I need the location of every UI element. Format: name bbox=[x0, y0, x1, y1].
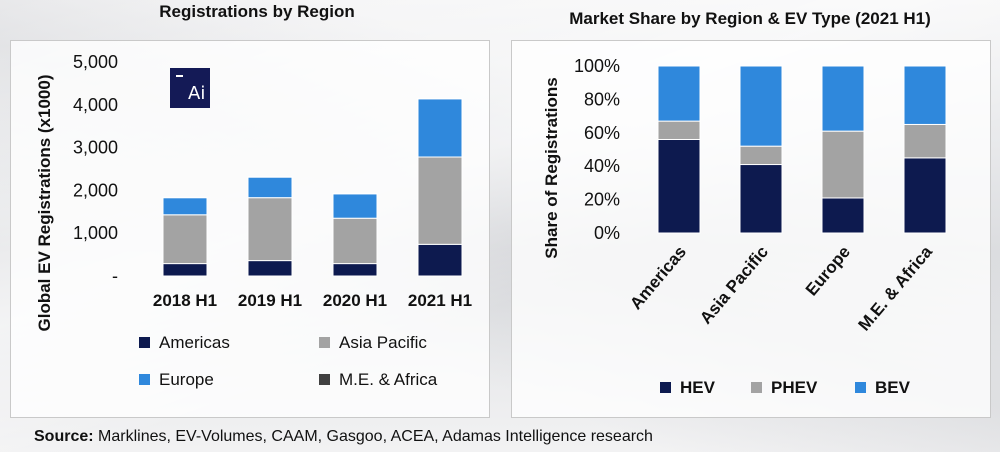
bar-segment-europe bbox=[332, 193, 378, 219]
y-tick-label: 20% bbox=[584, 190, 620, 210]
bar-segment-asia-pacific bbox=[332, 217, 378, 265]
y-tick-label: 3,000 bbox=[73, 138, 118, 158]
y-tick-label: 40% bbox=[584, 156, 620, 176]
y-tick-label: 4,000 bbox=[73, 95, 118, 115]
legend-label: PHEV bbox=[771, 378, 818, 397]
y-tick-label: 1,000 bbox=[73, 223, 118, 243]
legend-label: Europe bbox=[159, 370, 214, 389]
bar-segment-phev bbox=[657, 120, 701, 140]
y-tick-label: 5,000 bbox=[73, 52, 118, 72]
x-tick-label: 2020 H1 bbox=[323, 291, 387, 310]
y-tick-label: 2,000 bbox=[73, 180, 118, 200]
x-tick-label: Europe bbox=[802, 242, 854, 299]
bar-segment-phev bbox=[739, 145, 783, 166]
y-axis-label: Global EV Registrations (x1000) bbox=[35, 75, 54, 332]
legend-swatch bbox=[319, 337, 330, 348]
legend-swatch bbox=[139, 374, 150, 385]
registrations-by-region-chart: Registrations by Region Global EV Regist… bbox=[35, 2, 472, 389]
legend-swatch bbox=[319, 374, 330, 385]
y-tick-label: 60% bbox=[584, 123, 620, 143]
bar-segment-europe bbox=[417, 98, 463, 158]
legend-label: Asia Pacific bbox=[339, 333, 427, 352]
x-tick-label: 2019 H1 bbox=[238, 291, 302, 310]
bar-segment-hev bbox=[739, 164, 783, 234]
bar-segment-phev bbox=[903, 123, 947, 159]
x-tick-label: Asia Pacific bbox=[696, 242, 772, 327]
chart-title: Registrations by Region bbox=[159, 2, 355, 21]
x-tick-label: Americas bbox=[626, 242, 690, 313]
y-axis-label: Share of Registrations bbox=[542, 77, 561, 258]
source-text: Marklines, EV-Volumes, CAAM, Gasgoo, ACE… bbox=[93, 428, 653, 445]
bar-segment-bev bbox=[739, 65, 783, 147]
x-tick-label: 2018 H1 bbox=[153, 291, 217, 310]
legend-label: Americas bbox=[159, 333, 230, 352]
bar-segment-hev bbox=[903, 157, 947, 234]
bar-segment-asia-pacific bbox=[247, 197, 293, 262]
legend-label: HEV bbox=[680, 378, 716, 397]
logo-dash bbox=[176, 75, 183, 77]
y-tick-label: 0% bbox=[594, 223, 620, 243]
bar-segment-bev bbox=[903, 65, 947, 125]
x-tick-label: 2021 H1 bbox=[408, 291, 472, 310]
source-note: Source: Marklines, EV-Volumes, CAAM, Gas… bbox=[34, 428, 653, 446]
y-tick-label: - bbox=[112, 266, 118, 286]
chart-title: Market Share by Region & EV Type (2021 H… bbox=[569, 9, 931, 28]
x-tick-label: M.E. & Africa bbox=[855, 242, 937, 334]
legend-label: M.E. & Africa bbox=[339, 370, 438, 389]
y-tick-label: 80% bbox=[584, 89, 620, 109]
bar-segment-bev bbox=[657, 65, 701, 122]
bar-segment-hev bbox=[657, 138, 701, 234]
bar-segment-bev bbox=[821, 65, 865, 132]
legend-swatch bbox=[660, 382, 671, 393]
y-tick-label: 100% bbox=[574, 56, 620, 76]
legend-swatch bbox=[855, 382, 866, 393]
logo-text: Ai bbox=[188, 83, 206, 104]
legend-swatch bbox=[751, 382, 762, 393]
source-label: Source: bbox=[34, 428, 94, 445]
adamas-logo-icon: Ai bbox=[170, 68, 210, 108]
bar-segment-asia-pacific bbox=[417, 156, 463, 245]
bar-segment-hev bbox=[821, 197, 865, 234]
legend-swatch bbox=[139, 337, 150, 348]
legend-label: BEV bbox=[875, 378, 911, 397]
bar-segment-phev bbox=[821, 130, 865, 199]
market-share-chart: Market Share by Region & EV Type (2021 H… bbox=[542, 9, 947, 397]
